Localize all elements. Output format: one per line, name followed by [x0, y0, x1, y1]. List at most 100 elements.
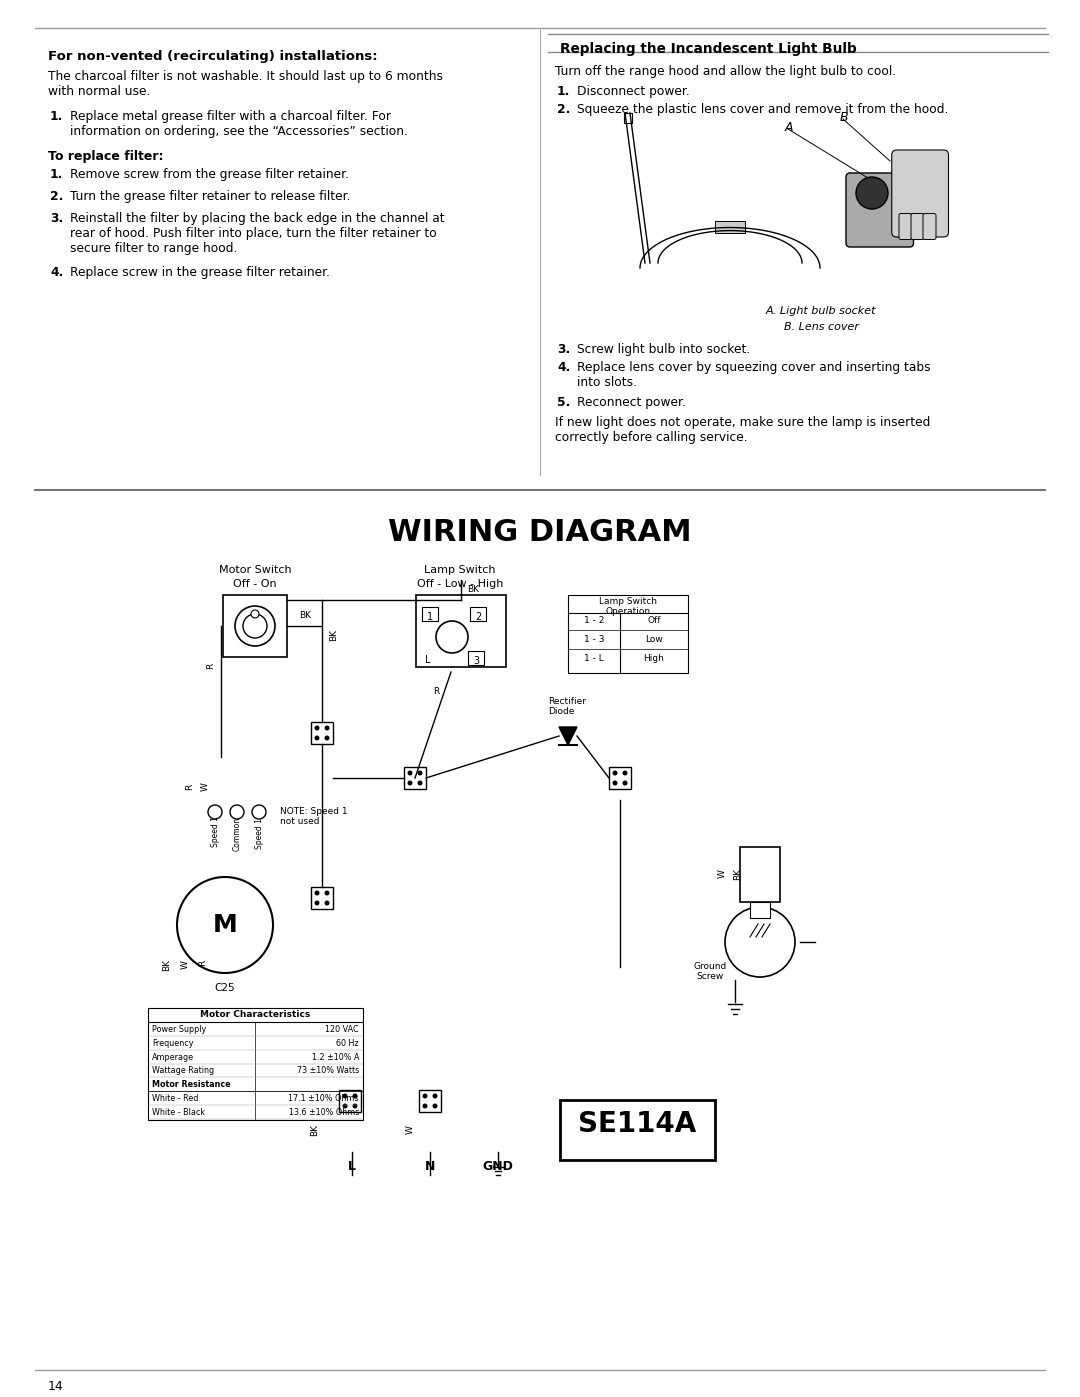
Text: Wattage Rating: Wattage Rating	[152, 1066, 214, 1076]
Text: 1 - 3: 1 - 3	[584, 636, 604, 644]
Text: BK: BK	[733, 868, 743, 880]
Text: Replace screw in the grease filter retainer.: Replace screw in the grease filter retai…	[70, 265, 330, 279]
Bar	[740, 847, 780, 902]
Bar	[222, 595, 287, 657]
Bar	[311, 887, 333, 909]
Text: N: N	[424, 1160, 435, 1173]
Text: L: L	[348, 1160, 356, 1173]
Circle shape	[243, 615, 267, 638]
Text: Replace metal grease filter with a charcoal filter. For
information on ordering,: Replace metal grease filter with a charc…	[70, 110, 408, 138]
Text: High: High	[644, 654, 664, 664]
Text: Ground
Screw: Ground Screw	[693, 963, 727, 982]
Bar	[148, 1009, 363, 1120]
Text: Off - On: Off - On	[233, 578, 276, 590]
Text: 5.: 5.	[557, 395, 570, 409]
Circle shape	[725, 907, 795, 977]
Text: BK: BK	[329, 629, 338, 641]
Text: W: W	[180, 961, 189, 970]
Text: W: W	[201, 782, 210, 792]
Circle shape	[177, 877, 273, 972]
Text: Motor Resistance: Motor Resistance	[152, 1080, 231, 1090]
FancyBboxPatch shape	[912, 214, 924, 239]
Bar	[404, 767, 426, 789]
Text: Turn off the range hood and allow the light bulb to cool.: Turn off the range hood and allow the li…	[555, 66, 896, 78]
Text: GND: GND	[483, 1160, 513, 1173]
Text: 1.: 1.	[50, 110, 64, 123]
Text: 1: 1	[427, 612, 433, 622]
Circle shape	[230, 805, 244, 819]
Text: A: A	[785, 122, 794, 134]
Text: A. Light bulb socket: A. Light bulb socket	[766, 306, 876, 316]
Text: Reinstall the filter by placing the back edge in the channel at
rear of hood. Pu: Reinstall the filter by placing the back…	[70, 212, 445, 256]
Text: Speed 1: Speed 1	[211, 817, 219, 848]
Bar	[422, 608, 438, 622]
Circle shape	[432, 1104, 437, 1108]
Text: C25: C25	[215, 983, 235, 993]
Bar	[416, 595, 507, 666]
FancyBboxPatch shape	[923, 214, 936, 239]
Circle shape	[418, 781, 422, 785]
Text: Screw light bulb into socket.: Screw light bulb into socket.	[577, 344, 751, 356]
Circle shape	[612, 781, 618, 785]
Text: Power Supply: Power Supply	[152, 1025, 206, 1034]
Circle shape	[314, 725, 320, 731]
Bar	[715, 221, 745, 233]
Circle shape	[352, 1104, 357, 1108]
Bar	[470, 608, 486, 622]
Text: 1.: 1.	[50, 168, 64, 182]
Text: Rectifier
Diode: Rectifier Diode	[548, 697, 586, 717]
Text: 1.2 ±10% A: 1.2 ±10% A	[311, 1052, 359, 1062]
Bar	[568, 595, 688, 673]
Bar	[339, 1090, 361, 1112]
Text: Motor Switch: Motor Switch	[218, 564, 292, 576]
Text: 3.: 3.	[50, 212, 64, 225]
Text: Remove screw from the grease filter retainer.: Remove screw from the grease filter reta…	[70, 168, 349, 182]
Text: 17.1 ±10% Ohms: 17.1 ±10% Ohms	[288, 1094, 359, 1104]
Circle shape	[622, 781, 627, 785]
Text: 1 - 2: 1 - 2	[584, 616, 604, 624]
Text: L: L	[426, 655, 431, 665]
Circle shape	[407, 781, 413, 785]
Text: Lamp Switch: Lamp Switch	[424, 564, 496, 576]
Circle shape	[407, 771, 413, 775]
Text: Replace lens cover by squeezing cover and inserting tabs
into slots.: Replace lens cover by squeezing cover an…	[577, 360, 931, 388]
Circle shape	[314, 735, 320, 740]
Text: The charcoal filter is not washable. It should last up to 6 months
with normal u: The charcoal filter is not washable. It …	[48, 70, 443, 98]
Bar	[609, 767, 631, 789]
Bar	[624, 113, 632, 123]
Text: W: W	[717, 869, 727, 879]
Text: 60 Hz: 60 Hz	[336, 1039, 359, 1048]
FancyBboxPatch shape	[899, 214, 912, 239]
Circle shape	[432, 1094, 437, 1098]
Text: Frequency: Frequency	[152, 1039, 193, 1048]
Text: R: R	[199, 960, 207, 967]
Text: W: W	[405, 1126, 415, 1134]
Circle shape	[251, 610, 259, 617]
Text: R: R	[186, 784, 194, 791]
Text: NOTE: Speed 1
not used: NOTE: Speed 1 not used	[280, 807, 348, 827]
FancyBboxPatch shape	[892, 149, 948, 237]
Circle shape	[324, 735, 329, 740]
Circle shape	[418, 771, 422, 775]
Text: If new light does not operate, make sure the lamp is inserted
correctly before c: If new light does not operate, make sure…	[555, 416, 930, 444]
Text: Off - Low - High: Off - Low - High	[417, 578, 503, 590]
Text: 4.: 4.	[557, 360, 570, 374]
Circle shape	[856, 177, 888, 210]
Text: WIRING DIAGRAM: WIRING DIAGRAM	[388, 518, 692, 548]
Text: 1.: 1.	[557, 85, 570, 98]
Text: For non-vented (recirculating) installations:: For non-vented (recirculating) installat…	[48, 50, 378, 63]
Text: R: R	[433, 687, 440, 697]
Polygon shape	[559, 726, 577, 745]
Text: Reconnect power.: Reconnect power.	[577, 395, 686, 409]
Bar	[419, 1090, 441, 1112]
Circle shape	[436, 622, 468, 652]
FancyBboxPatch shape	[846, 173, 914, 247]
Circle shape	[342, 1094, 348, 1098]
Text: Off: Off	[647, 616, 661, 624]
Text: BK: BK	[467, 585, 480, 595]
Circle shape	[422, 1094, 428, 1098]
Text: B: B	[840, 110, 849, 124]
Text: Speed 1: Speed 1	[255, 819, 264, 849]
Circle shape	[314, 890, 320, 895]
Bar	[750, 902, 770, 918]
